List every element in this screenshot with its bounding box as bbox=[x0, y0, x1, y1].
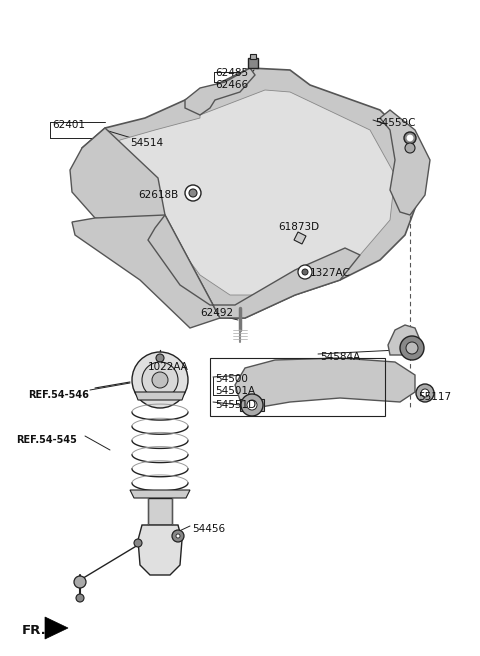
Text: 1022AA: 1022AA bbox=[148, 362, 189, 372]
Circle shape bbox=[298, 265, 312, 279]
Circle shape bbox=[416, 384, 434, 402]
Text: 54551D: 54551D bbox=[215, 400, 256, 410]
Circle shape bbox=[405, 143, 415, 153]
Polygon shape bbox=[235, 358, 415, 408]
Circle shape bbox=[176, 534, 180, 538]
Circle shape bbox=[152, 372, 168, 388]
Polygon shape bbox=[72, 215, 220, 328]
Polygon shape bbox=[110, 90, 395, 295]
Polygon shape bbox=[138, 525, 182, 575]
Circle shape bbox=[404, 132, 416, 144]
Circle shape bbox=[241, 394, 263, 416]
Polygon shape bbox=[388, 325, 420, 355]
Text: 1327AC: 1327AC bbox=[310, 268, 351, 278]
Text: 62401: 62401 bbox=[52, 120, 85, 130]
Polygon shape bbox=[148, 498, 172, 525]
Bar bbox=[250, 54, 256, 59]
Circle shape bbox=[407, 135, 413, 141]
Circle shape bbox=[142, 362, 178, 398]
Text: FR.: FR. bbox=[22, 624, 47, 637]
Polygon shape bbox=[148, 215, 360, 318]
Circle shape bbox=[156, 354, 164, 362]
Circle shape bbox=[406, 342, 418, 354]
Text: 54514: 54514 bbox=[130, 138, 163, 148]
Text: 61873D: 61873D bbox=[278, 222, 319, 232]
Polygon shape bbox=[70, 128, 165, 228]
Circle shape bbox=[185, 185, 201, 201]
Polygon shape bbox=[294, 232, 306, 244]
Polygon shape bbox=[80, 68, 420, 318]
Circle shape bbox=[302, 269, 308, 275]
Bar bbox=[248, 58, 258, 68]
Text: 54584A: 54584A bbox=[320, 352, 360, 362]
Circle shape bbox=[247, 400, 257, 410]
Circle shape bbox=[172, 530, 184, 542]
Bar bbox=[240, 399, 264, 411]
Text: 54501A: 54501A bbox=[215, 386, 255, 396]
Text: 62466: 62466 bbox=[215, 80, 248, 90]
Circle shape bbox=[189, 189, 197, 197]
Circle shape bbox=[400, 336, 424, 360]
Circle shape bbox=[421, 389, 429, 397]
Text: 54559C: 54559C bbox=[375, 118, 416, 128]
Circle shape bbox=[74, 576, 86, 588]
Bar bbox=[210, 358, 385, 416]
Polygon shape bbox=[130, 490, 190, 498]
Text: 62485: 62485 bbox=[215, 68, 248, 78]
Polygon shape bbox=[135, 392, 185, 400]
Circle shape bbox=[76, 594, 84, 602]
Text: 62492: 62492 bbox=[200, 308, 233, 318]
Polygon shape bbox=[185, 68, 255, 115]
Circle shape bbox=[134, 539, 142, 547]
Text: 54456: 54456 bbox=[192, 524, 225, 534]
Polygon shape bbox=[45, 617, 68, 639]
Circle shape bbox=[132, 352, 188, 408]
Polygon shape bbox=[380, 110, 430, 215]
Text: 62618B: 62618B bbox=[138, 190, 178, 200]
Text: REF.54-545: REF.54-545 bbox=[16, 435, 77, 445]
Text: 54500: 54500 bbox=[215, 374, 248, 384]
Text: 55117: 55117 bbox=[418, 392, 451, 402]
Text: REF.54-546: REF.54-546 bbox=[28, 390, 89, 400]
